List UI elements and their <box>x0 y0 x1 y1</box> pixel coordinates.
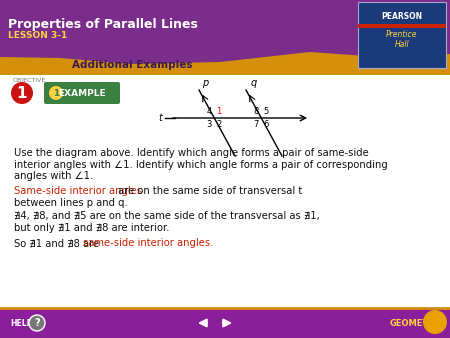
Text: are on the same side of transversal t: are on the same side of transversal t <box>115 187 302 196</box>
Text: GEOMETRY: GEOMETRY <box>390 318 441 328</box>
Text: ∄4, ∄8, and ∄5 are on the same side of the transversal as ∄1,: ∄4, ∄8, and ∄5 are on the same side of t… <box>14 212 320 221</box>
Text: 7: 7 <box>254 120 259 129</box>
Text: Hall: Hall <box>395 40 410 49</box>
Text: ?: ? <box>34 318 40 328</box>
Text: 8: 8 <box>254 107 259 116</box>
Text: same-side interior angles.: same-side interior angles. <box>83 239 213 248</box>
Text: LESSON 3-1: LESSON 3-1 <box>8 31 67 40</box>
Text: 1: 1 <box>216 107 221 116</box>
Text: OBJECTIVE: OBJECTIVE <box>13 78 46 83</box>
Text: p: p <box>202 78 208 88</box>
Circle shape <box>49 86 63 100</box>
Text: HELP: HELP <box>10 318 32 328</box>
Text: Additional Examples: Additional Examples <box>72 60 193 70</box>
Circle shape <box>29 315 45 331</box>
Text: 1: 1 <box>53 89 59 97</box>
Text: Prentice: Prentice <box>386 30 418 39</box>
FancyBboxPatch shape <box>44 82 120 104</box>
Circle shape <box>11 82 33 104</box>
Bar <box>0 308 450 338</box>
Text: So ∄1 and ∄8 are: So ∄1 and ∄8 are <box>14 239 102 248</box>
Text: but only ∄1 and ∄8 are interior.: but only ∄1 and ∄8 are interior. <box>14 223 170 233</box>
Text: 2: 2 <box>216 120 221 129</box>
Text: interior angles with ∠1. Identify which angle forms a pair of corresponding: interior angles with ∠1. Identify which … <box>14 160 388 169</box>
Text: between lines p and q.: between lines p and q. <box>14 198 128 208</box>
Polygon shape <box>0 52 450 75</box>
Text: Same-side interior angles: Same-side interior angles <box>14 187 142 196</box>
Text: PEARSON: PEARSON <box>382 12 423 21</box>
Text: t: t <box>158 113 162 123</box>
Text: angles with ∠1.: angles with ∠1. <box>14 171 93 181</box>
Bar <box>358 24 446 28</box>
Text: 3: 3 <box>207 120 212 129</box>
Text: 4: 4 <box>207 107 212 116</box>
Text: Properties of Parallel Lines: Properties of Parallel Lines <box>8 18 198 31</box>
Text: 5: 5 <box>263 107 268 116</box>
Text: 6: 6 <box>263 120 268 129</box>
Text: Use the diagram above. Identify which angle forms a pair of same-side: Use the diagram above. Identify which an… <box>14 148 369 158</box>
Bar <box>0 0 450 75</box>
Text: EXAMPLE: EXAMPLE <box>58 89 106 97</box>
Text: q: q <box>251 78 257 88</box>
Bar <box>358 2 446 68</box>
Text: 1: 1 <box>17 86 27 100</box>
Circle shape <box>423 310 447 334</box>
